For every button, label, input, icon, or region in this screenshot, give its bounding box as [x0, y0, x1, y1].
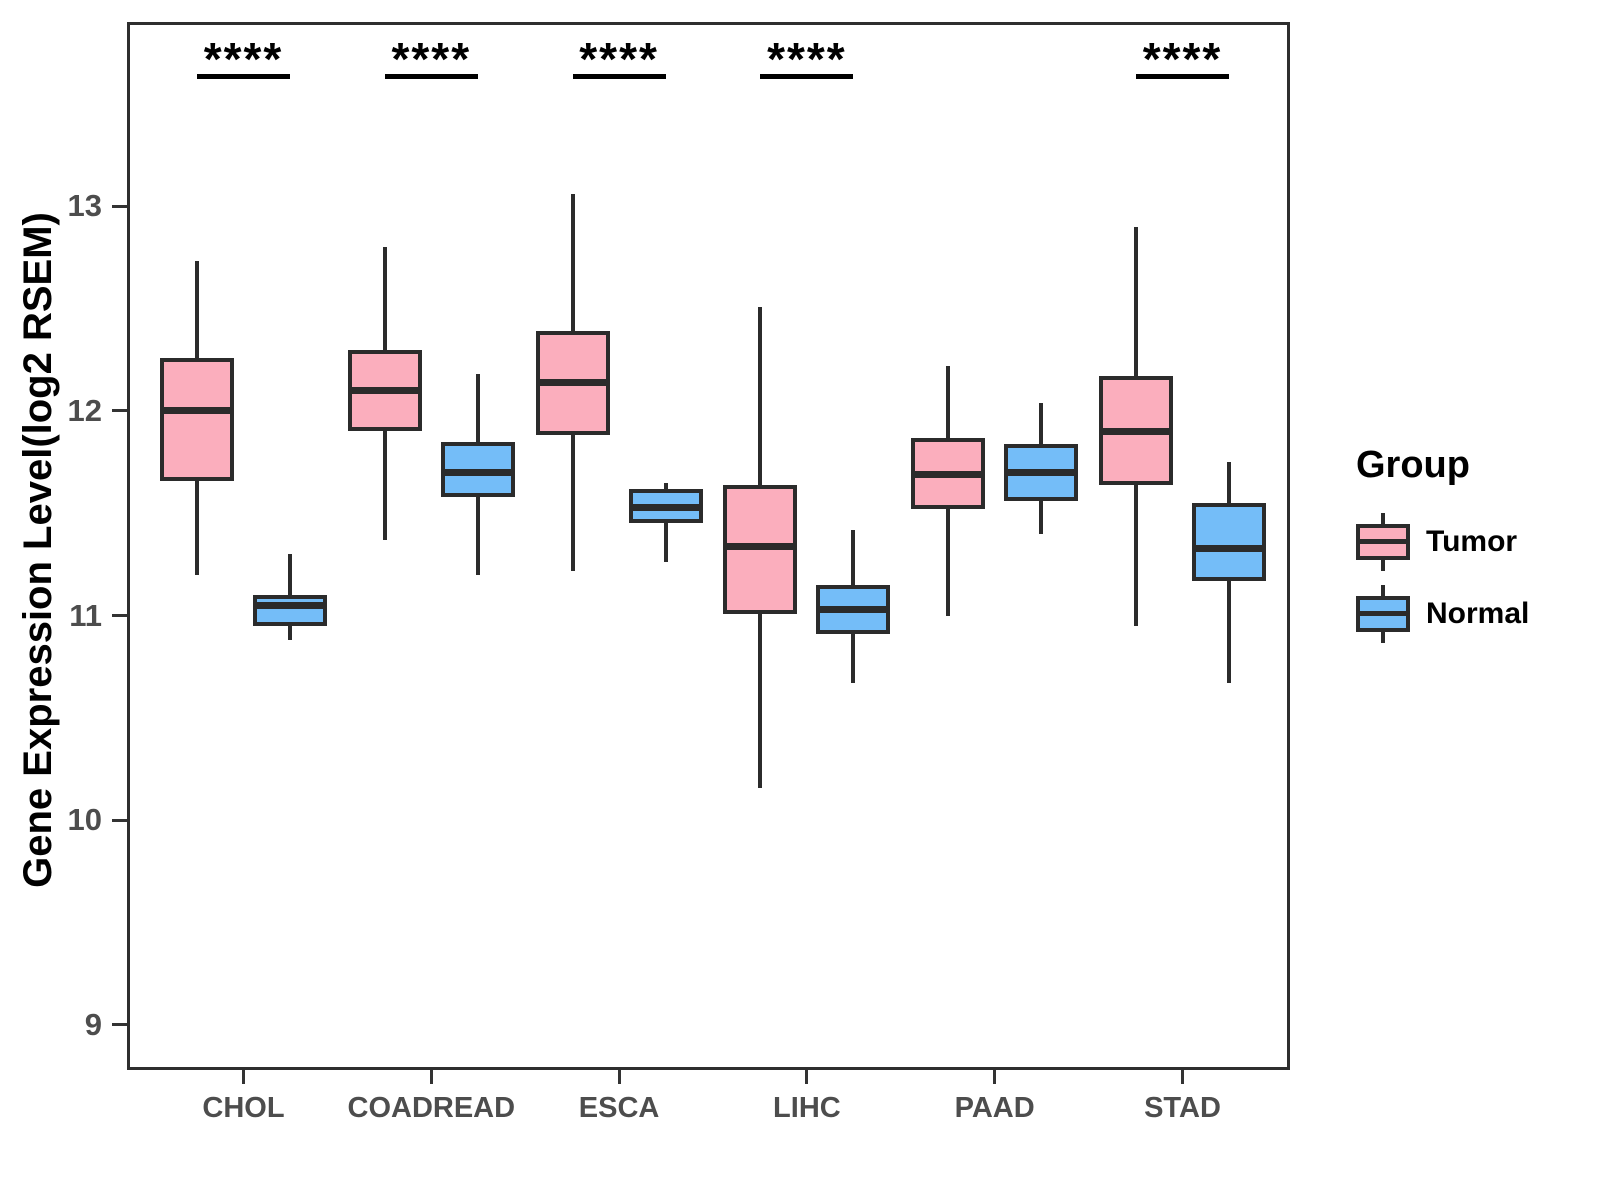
x-tick-mark-COADREAD	[429, 1070, 433, 1084]
y-tick-mark-13	[112, 204, 127, 208]
panel-border	[127, 22, 1290, 1070]
y-tick-mark-11	[112, 614, 127, 618]
legend: Group Tumor Normal	[1338, 444, 1600, 643]
median-line-COADREAD-Tumor	[347, 386, 422, 394]
y-tick-label-13: 13	[67, 188, 102, 224]
y-tick-label-10: 10	[67, 802, 102, 838]
median-line-PAAD-Tumor	[911, 470, 986, 478]
x-tick-mark-ESCA	[617, 1070, 621, 1084]
x-tick-label-CHOL: CHOL	[202, 1092, 285, 1124]
legend-item-normal: Normal	[1356, 585, 1600, 643]
significance-bar-COADREAD	[384, 74, 478, 79]
median-line-STAD-Tumor	[1099, 427, 1173, 435]
x-tick-mark-LIHC	[805, 1070, 809, 1084]
x-tick-label-STAD: STAD	[1144, 1092, 1221, 1124]
legend-label-tumor: Tumor	[1426, 525, 1518, 558]
median-line-LIHC-Normal	[816, 605, 891, 613]
legend-title: Group	[1356, 444, 1470, 486]
box-CHOL-Tumor	[160, 357, 234, 481]
median-line-PAAD-Normal	[1004, 468, 1079, 476]
y-tick-label-11: 11	[69, 597, 102, 633]
normal-boxplot-key-icon	[1356, 585, 1410, 643]
significance-bar-ESCA	[572, 74, 666, 79]
legend-label-normal: Normal	[1426, 597, 1530, 630]
median-line-CHOL-Tumor	[160, 407, 234, 415]
median-line-ESCA-Normal	[628, 503, 703, 511]
plot-panel: **** **** **** **** ****	[127, 22, 1290, 1070]
y-tick-mark-10	[112, 818, 127, 822]
x-tick-label-LIHC: LIHC	[773, 1092, 841, 1124]
x-tick-label-PAAD: PAAD	[954, 1092, 1035, 1124]
y-tick-label-12: 12	[67, 392, 102, 428]
y-tick-label-9: 9	[84, 1006, 102, 1042]
box-STAD-Normal	[1192, 503, 1266, 581]
median-line-LIHC-Tumor	[723, 542, 798, 550]
significance-bar-CHOL	[197, 74, 290, 79]
tumor-boxplot-key-icon	[1356, 513, 1410, 571]
x-tick-mark-CHOL	[242, 1070, 245, 1084]
y-tick-mark-9	[112, 1023, 127, 1027]
box-CHOL-Normal	[253, 595, 327, 626]
median-line-STAD-Normal	[1192, 544, 1266, 552]
x-tick-label-COADREAD: COADREAD	[347, 1092, 516, 1124]
legend-key-median	[1356, 539, 1410, 544]
x-tick-mark-PAAD	[993, 1070, 997, 1084]
legend-item-tumor: Tumor	[1356, 513, 1600, 571]
x-tick-label-ESCA: ESCA	[578, 1092, 660, 1124]
median-line-CHOL-Normal	[253, 601, 327, 609]
median-line-COADREAD-Normal	[440, 468, 515, 476]
y-tick-mark-12	[112, 409, 127, 413]
significance-bar-STAD	[1136, 74, 1229, 79]
x-tick-mark-STAD	[1181, 1070, 1184, 1084]
significance-bar-LIHC	[760, 74, 854, 79]
legend-key-median	[1356, 611, 1410, 616]
y-axis-title: Gene Expression Level(log2 RSEM)	[16, 212, 60, 888]
median-line-ESCA-Tumor	[535, 378, 610, 386]
